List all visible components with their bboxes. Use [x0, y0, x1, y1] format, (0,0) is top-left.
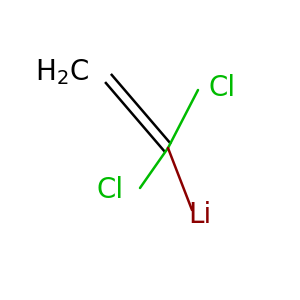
Text: Cl: Cl: [208, 74, 236, 102]
Text: H$_2$C: H$_2$C: [35, 57, 89, 87]
Text: Li: Li: [188, 201, 212, 229]
Text: Cl: Cl: [96, 176, 124, 204]
